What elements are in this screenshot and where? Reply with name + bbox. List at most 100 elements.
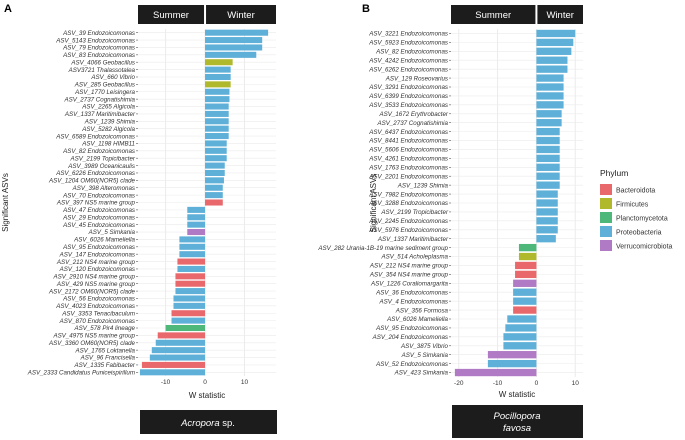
category-label: ASV_3360 OM60(NOR5) clade xyxy=(48,340,136,347)
category-label: ASV_1770 Leisingera xyxy=(74,89,135,96)
bar xyxy=(205,147,227,154)
bar xyxy=(205,125,229,132)
legend-title: Phylum xyxy=(600,168,628,178)
category-label: ASV_4066 Geobacillus xyxy=(70,59,135,66)
bar xyxy=(515,270,537,279)
category-label: ASV_3221 Endozoicomonas xyxy=(368,31,448,38)
category-label: ASV_5 Simkania xyxy=(88,229,136,236)
bar xyxy=(149,354,206,361)
panel-letter: A xyxy=(4,3,12,15)
legend-swatch xyxy=(600,226,612,237)
category-label: ASV_870 Endozoicomonas xyxy=(59,318,135,325)
bar xyxy=(536,136,560,145)
bar xyxy=(205,199,223,206)
category-label: ASV_1763 Endozoicomonas xyxy=(368,165,448,172)
category-label: ASV_39 Endozoicomonas xyxy=(62,30,135,37)
bar xyxy=(171,310,206,317)
species-epithet: favosa xyxy=(503,423,531,434)
facet-label-summer: Summer xyxy=(153,10,189,21)
category-label: ASV_4261 Endozoicomonas xyxy=(368,156,448,163)
category-label: ASV_2201 Endozoicomonas xyxy=(368,173,448,180)
bar xyxy=(487,359,537,368)
bar xyxy=(536,29,576,38)
bar xyxy=(205,169,225,176)
bar xyxy=(507,315,537,323)
x-axis-title: W statistic xyxy=(499,390,535,399)
x-axis-title: W statistic xyxy=(189,391,225,400)
bar xyxy=(205,59,233,66)
category-label: ASV_6026 Mameliella xyxy=(73,237,135,244)
category-label: ASV_5606 Endozoicomonas xyxy=(368,147,448,154)
category-label: ASV_96 Francisella xyxy=(80,355,136,362)
category-label: ASV_129 Roseovarius xyxy=(385,75,448,82)
bar xyxy=(205,37,263,44)
bar xyxy=(454,368,537,377)
bar xyxy=(536,38,574,47)
bar xyxy=(536,56,568,64)
category-label: ASV_398 Alteromonas xyxy=(72,185,135,192)
species-caption: Acropora sp. xyxy=(180,418,235,429)
bar xyxy=(205,44,263,51)
bar xyxy=(205,155,227,162)
category-label: ASV_5923 Endozoicomonas xyxy=(368,40,448,47)
category-label: ASV_56 Endozoicomonas xyxy=(62,296,135,303)
species-caption-box xyxy=(140,410,277,434)
category-label: ASV_45 Endozoicomonas xyxy=(62,222,135,229)
bar xyxy=(205,110,229,117)
category-label: ASV_429 NS5 marine group xyxy=(56,281,136,288)
category-label: ASV_1239 Shimia xyxy=(397,182,449,189)
bar xyxy=(536,190,558,198)
category-label: ASV_29 Endozoicomonas xyxy=(62,214,135,221)
category-label: ASV_1204 OM60(NOR5) clade xyxy=(48,178,136,185)
category-label: ASV_2737 Cognatishimia xyxy=(63,96,135,103)
category-label: ASV_47 Endozoicomonas xyxy=(62,207,135,214)
bar xyxy=(205,162,225,169)
category-label: ASV_1672 Erythrobacter xyxy=(379,111,449,118)
bar xyxy=(515,261,537,270)
category-label: ASV_4242 Endozoicomonas xyxy=(368,57,448,64)
bar xyxy=(205,96,230,103)
legend-swatch xyxy=(600,240,612,251)
category-label: ASV_397 NS5 marine group xyxy=(56,200,136,207)
category-label: ASV_423 Simkania xyxy=(394,370,449,377)
facet-strip-winter xyxy=(537,5,583,24)
category-label: ASV_2199 Topicibacter xyxy=(70,155,136,162)
category-label: ASV_6226 Endozoicomonas xyxy=(55,170,135,177)
bar xyxy=(205,184,223,191)
category-label: ASV_52 Endozoicomonas xyxy=(375,361,448,368)
bar xyxy=(487,351,537,359)
bar xyxy=(187,229,206,236)
bar xyxy=(205,192,223,199)
bar xyxy=(205,81,231,88)
bar xyxy=(179,251,206,258)
category-label: ASV3721 Thalassotalea xyxy=(68,67,136,74)
category-label: ASV_212 NS4 marine group xyxy=(369,263,449,270)
bar xyxy=(151,347,206,354)
category-label: ASV_36 Endozoicomonas xyxy=(375,289,448,296)
x-tick-label: 10 xyxy=(241,379,249,386)
x-tick-label: -10 xyxy=(493,380,503,387)
category-label: ASV_1765 Loktanella xyxy=(74,347,135,354)
category-label: ASV_2333 Candidatus Puniceispirillum xyxy=(27,370,135,377)
bar xyxy=(536,199,558,207)
category-label: ASV_6026 Mameliella xyxy=(386,316,448,323)
legend-swatch xyxy=(600,212,612,223)
panel-a: A Summer Winter ASV_39 EndozoicomonasASV_51… xyxy=(1,3,277,434)
phylum-legend: Phylum Bacteroidota Firmicutes Planctomycet… xyxy=(600,168,673,251)
bar xyxy=(175,280,206,287)
category-label: ASV_5 Simkania xyxy=(401,352,449,359)
bar xyxy=(513,288,537,296)
facet-strip-summer xyxy=(138,5,205,24)
species-suffix: sp. xyxy=(220,418,235,429)
bar xyxy=(536,163,560,171)
bar xyxy=(536,235,556,243)
category-label: ASV_2737 Cognatishimia xyxy=(376,120,448,127)
bar xyxy=(536,92,564,100)
category-label: ASV_5976 Endozoicomonas xyxy=(368,227,448,234)
bar xyxy=(536,83,564,91)
bar xyxy=(171,317,206,324)
bar xyxy=(205,88,230,95)
x-tick-label: 10 xyxy=(572,380,580,387)
